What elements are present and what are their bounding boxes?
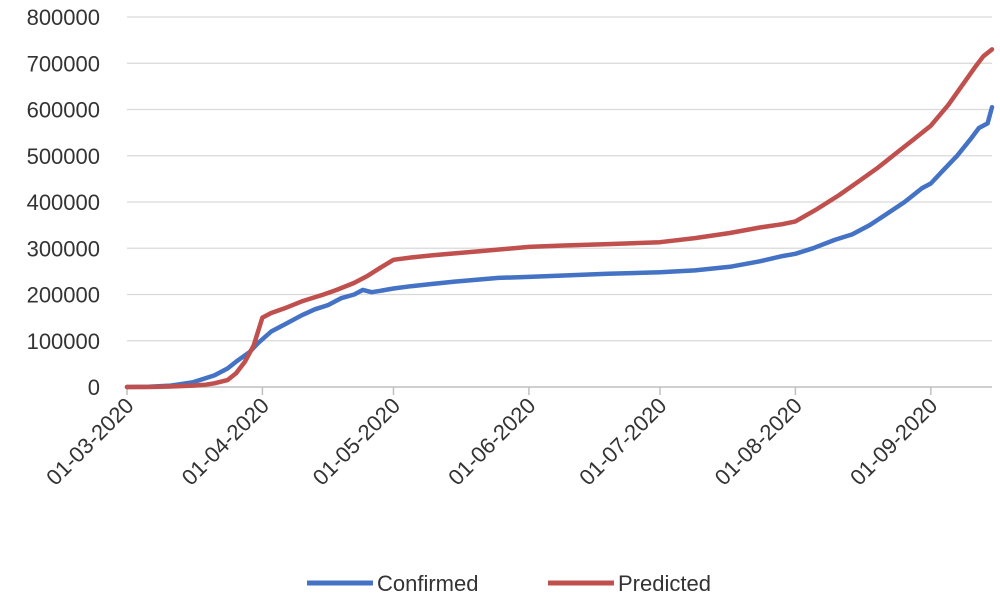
y-axis-tick-labels: 0 100000 200000 300000 400000 500000 600000 700… (27, 5, 100, 400)
y-tick-label: 0 (88, 375, 100, 400)
gridlines (127, 16, 992, 342)
x-tick-label: 01-09-2020 (845, 393, 942, 490)
series-lines (124, 47, 995, 390)
x-axis-tick-labels: 01-03-2020 01-04-2020 01-05-2020 01-06-2020… (41, 393, 942, 490)
x-tick-label: 01-03-2020 (41, 393, 138, 490)
x-tick-label: 01-04-2020 (177, 393, 274, 490)
x-axis (126, 386, 992, 395)
series-line-predicted (124, 47, 995, 390)
x-tick-label: 01-05-2020 (308, 393, 405, 490)
y-tick-label: 100000 (27, 329, 100, 354)
y-tick-label: 600000 (27, 98, 100, 123)
y-tick-label: 800000 (27, 5, 100, 30)
series-line-confirmed (124, 104, 995, 390)
y-tick-label: 400000 (27, 190, 100, 215)
y-tick-label: 300000 (27, 236, 100, 261)
y-tick-label: 500000 (27, 144, 100, 169)
y-tick-label: 700000 (27, 51, 100, 76)
x-tick-label: 01-06-2020 (443, 393, 540, 490)
legend-label-predicted: Predicted (618, 571, 711, 596)
legend-label-confirmed: Confirmed (377, 571, 478, 596)
x-tick-label: 01-08-2020 (710, 393, 807, 490)
x-tick-label: 01-07-2020 (574, 393, 671, 490)
legend: Confirmed Predicted (307, 571, 711, 596)
y-tick-label: 200000 (27, 283, 100, 308)
